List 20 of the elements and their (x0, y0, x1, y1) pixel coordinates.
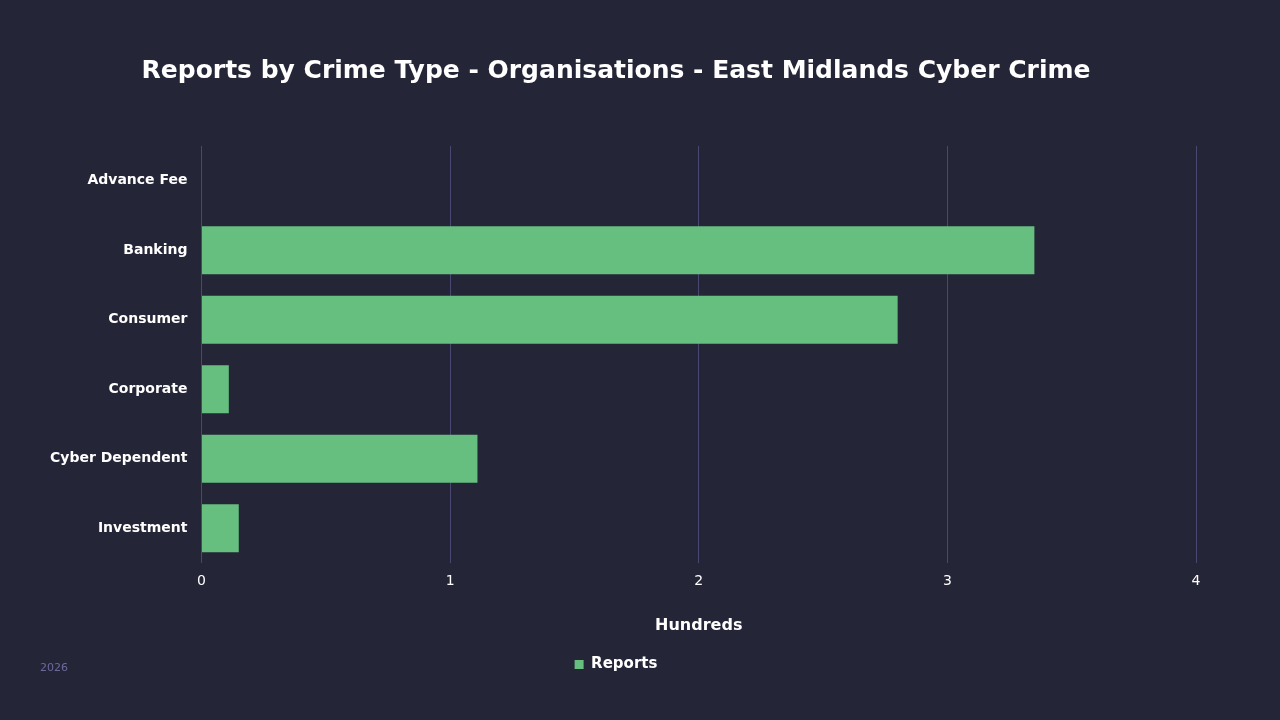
bar (201, 434, 478, 483)
y-tick-label: Cyber Dependent (49, 449, 188, 466)
y-tick-label: Corporate (108, 379, 188, 396)
x-tick-label: 4 (1191, 572, 1201, 589)
bar (201, 504, 239, 553)
chart-title: Reports by Crime Type - Organisations - East Midlands Cyber Crime (141, 54, 1091, 84)
x-tick-label: 1 (445, 572, 455, 589)
bar (201, 365, 229, 414)
x-tick-label: 0 (197, 572, 206, 589)
bar (201, 295, 898, 344)
x-axis-title: Hundreds (655, 614, 743, 634)
y-tick-label: Advance Fee (87, 171, 188, 188)
legend-label: Reports (591, 654, 658, 673)
y-tick-label: Investment (97, 518, 188, 535)
y-tick-label: Banking (123, 240, 188, 257)
y-tick-label: Consumer (108, 310, 188, 327)
x-tick-label: 2 (694, 572, 704, 589)
x-tick-label: 3 (942, 572, 952, 589)
bar (201, 226, 1035, 275)
text: 2026 (40, 660, 68, 674)
